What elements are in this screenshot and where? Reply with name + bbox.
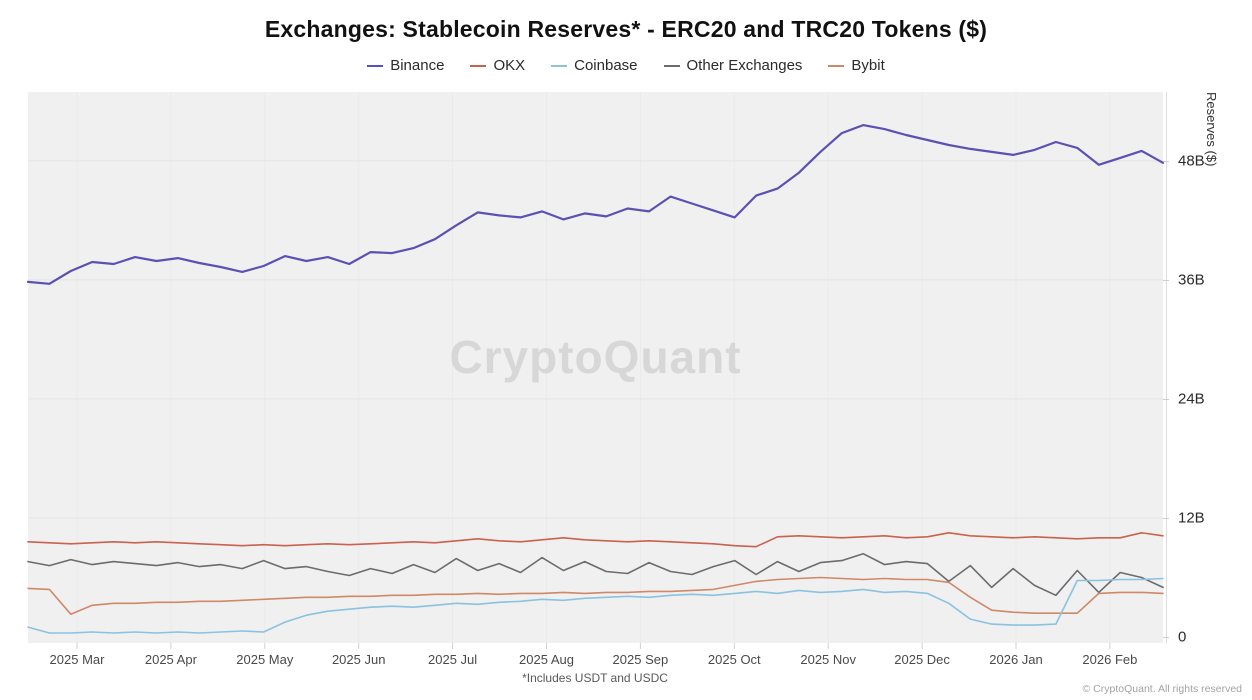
legend-label: Binance: [390, 57, 445, 74]
x-tick-label-2025-aug: 2025 Aug: [519, 652, 574, 667]
x-tick-label-2026-jan: 2026 Jan: [989, 652, 1043, 667]
legend-label: Other Exchanges: [686, 57, 803, 74]
y-tick-mark: [1163, 160, 1169, 162]
y-axis-line: [1166, 92, 1167, 643]
legend-item-binance[interactable]: Binance: [367, 57, 444, 74]
footnote: *Includes USDT and USDC: [522, 671, 668, 685]
series-line-okx: [27, 531, 1164, 548]
legend-item-coinbase[interactable]: Coinbase: [551, 57, 638, 74]
legend-label: OKX: [493, 57, 526, 74]
x-tick-label-2025-jun: 2025 Jun: [331, 652, 386, 667]
x-tick-label-2025-dec: 2025 Dec: [894, 652, 950, 667]
y-tick-mark: [1163, 398, 1169, 400]
chart-title: Exchanges: Stablecoin Reserves* - ERC20 …: [264, 16, 988, 42]
series-line-coinbase: [27, 577, 1164, 634]
x-tick-label-2025-sep: 2025 Sep: [612, 652, 669, 667]
x-tick-label-2025-oct: 2025 Oct: [707, 652, 761, 667]
x-tick-label-2025-may: 2025 May: [236, 652, 294, 667]
chart-canvas[interactable]: [26, 92, 1165, 651]
plot-area: CryptoQuant: [26, 92, 1165, 649]
copyright: © CryptoQuant. All rights reserved: [1082, 683, 1242, 695]
y-tick-mark: [1163, 517, 1169, 519]
series-line-bybit: [27, 576, 1164, 616]
y-tick-label-0: 0: [1178, 628, 1187, 646]
legend-label: Bybit: [851, 57, 885, 74]
chart-legend: Binance OKX Coinbase Other Exchanges Bybit: [0, 57, 1252, 74]
legend-dash-icon: [367, 64, 384, 67]
x-tick-label-2026-feb: 2026 Feb: [1082, 652, 1138, 667]
x-tick-label-2025-jul: 2025 Jul: [428, 652, 478, 667]
legend-item-okx[interactable]: OKX: [470, 57, 525, 74]
y-tick-label-24b: 24B: [1178, 390, 1205, 408]
x-tick-label-2025-nov: 2025 Nov: [800, 652, 857, 667]
y-tick-label-48b: 48B: [1178, 152, 1205, 170]
x-tick-label-2025-mar: 2025 Mar: [49, 652, 105, 667]
legend-item-other-exchanges[interactable]: Other Exchanges: [663, 57, 803, 74]
x-tick-label-2025-apr: 2025 Apr: [144, 652, 197, 667]
series-line-binance: [26, 123, 1165, 285]
legend-dash-icon: [470, 64, 487, 67]
legend-dash-icon: [551, 64, 568, 67]
y-tick-label-12b: 12B: [1178, 509, 1205, 527]
series-line-other-exchanges: [27, 552, 1164, 597]
legend-label: Coinbase: [574, 57, 638, 74]
y-tick-label-36b: 36B: [1178, 271, 1205, 289]
legend-item-bybit[interactable]: Bybit: [828, 57, 885, 74]
legend-dash-icon: [663, 64, 680, 67]
legend-dash-icon: [828, 64, 845, 67]
y-tick-mark: [1163, 637, 1169, 638]
y-tick-mark: [1163, 279, 1169, 281]
y-axis-title: Reserves ($): [1204, 92, 1219, 167]
